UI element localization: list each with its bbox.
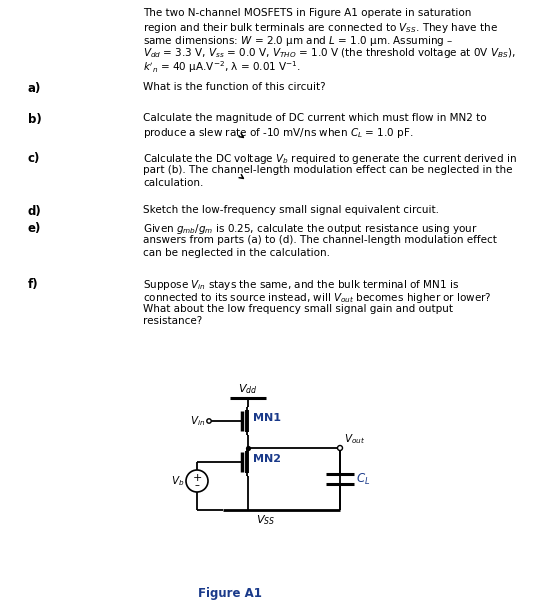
Text: $V_b$: $V_b$ — [171, 474, 184, 488]
Text: d): d) — [28, 205, 42, 218]
Circle shape — [207, 419, 211, 424]
Text: $V_{dd}$ = 3.3 V, $V_{ss}$ = 0.0 V, $V_{THO}$ = 1.0 V (the threshold voltage at : $V_{dd}$ = 3.3 V, $V_{ss}$ = 0.0 V, $V_{… — [143, 47, 516, 61]
Text: e): e) — [28, 222, 41, 235]
Text: What is the function of this circuit?: What is the function of this circuit? — [143, 82, 325, 92]
Text: Sketch the low-frequency small signal equivalent circuit.: Sketch the low-frequency small signal eq… — [143, 205, 439, 215]
Text: $V_{in}$: $V_{in}$ — [190, 414, 205, 428]
Text: The two N-channel MOSFETS in Figure A1 operate in saturation: The two N-channel MOSFETS in Figure A1 o… — [143, 8, 471, 18]
Text: can be neglected in the calculation.: can be neglected in the calculation. — [143, 248, 330, 258]
Text: connected to its source instead, will $V_{out}$ becomes higher or lower?: connected to its source instead, will $V… — [143, 291, 492, 305]
Text: calculation.: calculation. — [143, 177, 204, 188]
Circle shape — [337, 446, 343, 450]
Text: region and their bulk terminals are connected to $V_{SS}$. They have the: region and their bulk terminals are conn… — [143, 21, 498, 35]
Text: $V_{SS}$: $V_{SS}$ — [256, 513, 275, 527]
Text: produce a slew rate of -10 mV/ns when $C_L$ = 1.0 pF.: produce a slew rate of -10 mV/ns when $C… — [143, 126, 413, 140]
Text: part (b). The channel-length modulation effect can be neglected in the: part (b). The channel-length modulation … — [143, 165, 512, 175]
Text: MN2: MN2 — [253, 454, 281, 464]
Text: $V_{out}$: $V_{out}$ — [344, 432, 365, 446]
Text: +: + — [192, 473, 202, 483]
Text: MN1: MN1 — [253, 413, 281, 423]
Text: b): b) — [28, 113, 42, 126]
Text: $k'_n$ = 40 μA.V$^{-2}$, λ = 0.01 V$^{-1}$.: $k'_n$ = 40 μA.V$^{-2}$, λ = 0.01 V$^{-1… — [143, 59, 301, 75]
Text: resistance?: resistance? — [143, 316, 202, 326]
Text: –: – — [194, 480, 199, 490]
Text: $V_{dd}$: $V_{dd}$ — [238, 382, 258, 396]
Text: answers from parts (a) to (d). The channel-length modulation effect: answers from parts (a) to (d). The chann… — [143, 235, 497, 245]
Text: c): c) — [28, 152, 40, 165]
Text: Suppose $V_{in}$ stays the same, and the bulk terminal of MN1 is: Suppose $V_{in}$ stays the same, and the… — [143, 278, 459, 292]
Text: Calculate the DC voltage $V_b$ required to generate the current derived in: Calculate the DC voltage $V_b$ required … — [143, 152, 517, 166]
Text: Figure A1: Figure A1 — [198, 587, 262, 600]
Text: a): a) — [28, 82, 41, 95]
Text: f): f) — [28, 278, 39, 291]
Text: Calculate the magnitude of DC current which must flow in MN2 to: Calculate the magnitude of DC current wh… — [143, 113, 487, 123]
Text: $C_L$: $C_L$ — [356, 471, 371, 487]
Circle shape — [186, 470, 208, 492]
Text: Given $g_{mb}$/$g_m$ is 0.25, calculate the output resistance using your: Given $g_{mb}$/$g_m$ is 0.25, calculate … — [143, 222, 478, 236]
Text: same dimensions: $W$ = 2.0 μm and $L$ = 1.0 μm. Assuming –: same dimensions: $W$ = 2.0 μm and $L$ = … — [143, 34, 453, 48]
Text: What about the low frequency small signal gain and output: What about the low frequency small signa… — [143, 304, 453, 313]
